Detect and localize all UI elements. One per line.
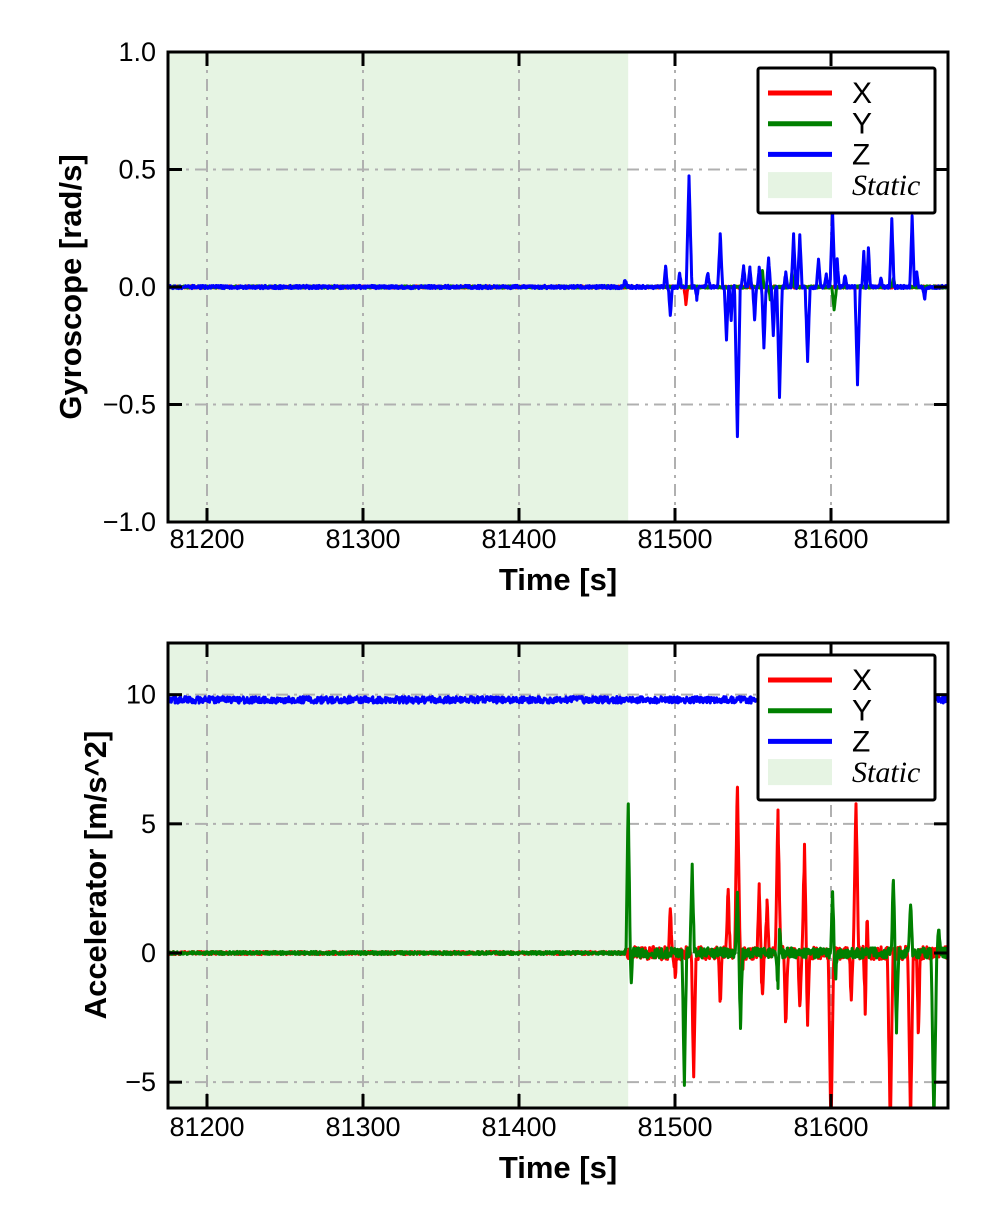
x-tick-label: 81600 xyxy=(793,524,868,554)
x-tick-label: 81300 xyxy=(325,1112,400,1142)
x-tick-label: 81200 xyxy=(169,524,244,554)
legend-swatch-static xyxy=(768,172,832,199)
legend-label-x: X xyxy=(852,664,872,697)
grid xyxy=(168,643,948,1108)
tick-marks xyxy=(168,643,948,1108)
series-z-line xyxy=(168,174,948,439)
x-tick-label: 81400 xyxy=(481,524,556,554)
series-y-line xyxy=(168,802,948,1108)
legend-swatch-static xyxy=(768,759,832,786)
static-region xyxy=(168,643,629,1108)
tick-marks xyxy=(168,50,948,524)
legend-label-x: X xyxy=(852,77,872,110)
x-tick-label: 81500 xyxy=(637,524,712,554)
gyroscope-ylabel: Gyroscope [rad/s] xyxy=(53,154,88,419)
legend-label-static: Static xyxy=(852,169,920,202)
y-tick-label: 0.0 xyxy=(118,272,156,302)
y-tick-label: 0.5 xyxy=(118,155,156,185)
y-tick-label: 5 xyxy=(141,809,156,839)
y-tick-label: −5 xyxy=(125,1067,156,1097)
accelerator-ylabel: Accelerator [m/s^2] xyxy=(78,731,113,1020)
y-tick-label: 10 xyxy=(126,680,156,710)
y-tick-label: 0 xyxy=(141,938,156,968)
legend-label-static: Static xyxy=(852,756,920,789)
legend-label-y: Y xyxy=(852,108,872,141)
x-tick-label: 81200 xyxy=(169,1112,244,1142)
gyroscope-xlabel: Time [s] xyxy=(499,562,617,597)
y-tick-label: −0.5 xyxy=(103,390,156,420)
x-tick-label: 81300 xyxy=(325,524,400,554)
axes-spines xyxy=(166,641,950,1110)
gyroscope-chart: 81200 81300 81400 81500 81600 1.0 0.5 0.0 −0.5 −1… xyxy=(103,37,950,554)
x-tick-label: 81600 xyxy=(793,1112,868,1142)
x-tick-label: 81500 xyxy=(637,1112,712,1142)
x-tick-label: 81400 xyxy=(481,1112,556,1142)
legend-label-z: Z xyxy=(852,725,870,758)
y-tick-label: 1.0 xyxy=(118,37,156,67)
legend-label-y: Y xyxy=(852,695,872,728)
legend-label-z: Z xyxy=(852,138,870,171)
y-tick-label: −1.0 xyxy=(103,507,156,537)
accelerator-xlabel: Time [s] xyxy=(499,1150,617,1185)
series-group xyxy=(168,174,948,439)
